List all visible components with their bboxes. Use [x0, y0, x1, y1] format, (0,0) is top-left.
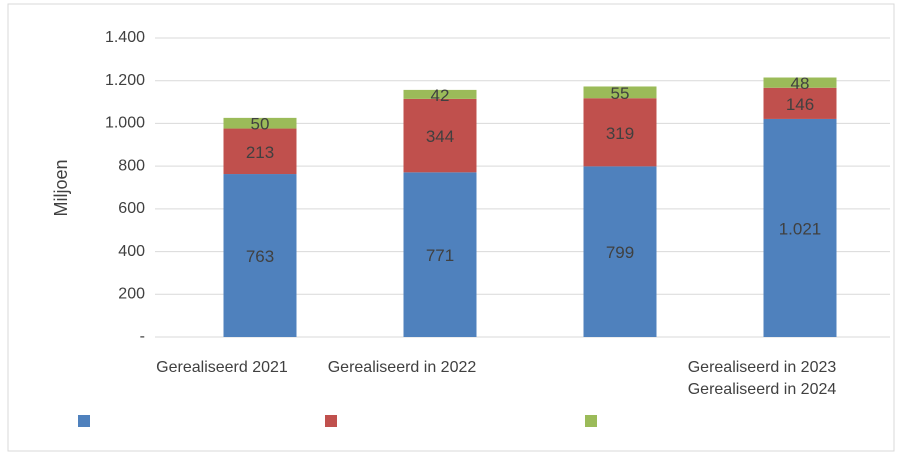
bar-segment: [403, 172, 477, 337]
y-tick-label: 200: [118, 286, 145, 303]
bar-segment: [223, 117, 297, 129]
data-label: 319: [606, 124, 634, 143]
bar-segment: [763, 87, 837, 119]
data-label: 344: [426, 127, 454, 146]
data-label: 1.021: [779, 219, 822, 238]
data-label: 771: [426, 246, 454, 265]
bar-segment: [403, 89, 477, 99]
x-tick-label: Gerealiseerd in 2022: [327, 359, 477, 376]
y-tick-label: -: [140, 328, 145, 345]
data-label: 799: [606, 243, 634, 262]
y-tick-label: 1.400: [105, 29, 145, 46]
data-label: 55: [611, 84, 630, 103]
legend-swatch: [325, 415, 337, 427]
bar-segment: [583, 86, 657, 99]
y-axis-label: Miljoen: [51, 159, 71, 216]
bar-segment: [583, 166, 657, 337]
y-tick-label: 600: [118, 200, 145, 217]
y-tick-label: 1.200: [105, 72, 145, 89]
x-tick-label: Gerealiseerd 2021: [156, 359, 288, 376]
bar-segment: [763, 118, 837, 337]
bar-segment: [223, 174, 297, 337]
data-label: 763: [246, 247, 274, 266]
data-label: 50: [251, 115, 270, 134]
y-tick-label: 400: [118, 243, 145, 260]
bar-segment: [403, 98, 477, 173]
data-label: 213: [246, 143, 274, 162]
data-label: 48: [791, 74, 810, 93]
bar-segment: [763, 77, 837, 88]
data-label: 146: [786, 95, 814, 114]
bar-segment: [583, 98, 657, 167]
data-label: 42: [431, 86, 450, 105]
legend-swatch: [585, 415, 597, 427]
legend-swatch: [78, 415, 90, 427]
y-tick-label: 1.000: [105, 115, 145, 132]
y-tick-label: 800: [118, 157, 145, 174]
bar-segment: [223, 128, 297, 175]
x-tick-label: Gerealiseerd in 2023 Gerealiseerd in 202…: [687, 359, 837, 398]
